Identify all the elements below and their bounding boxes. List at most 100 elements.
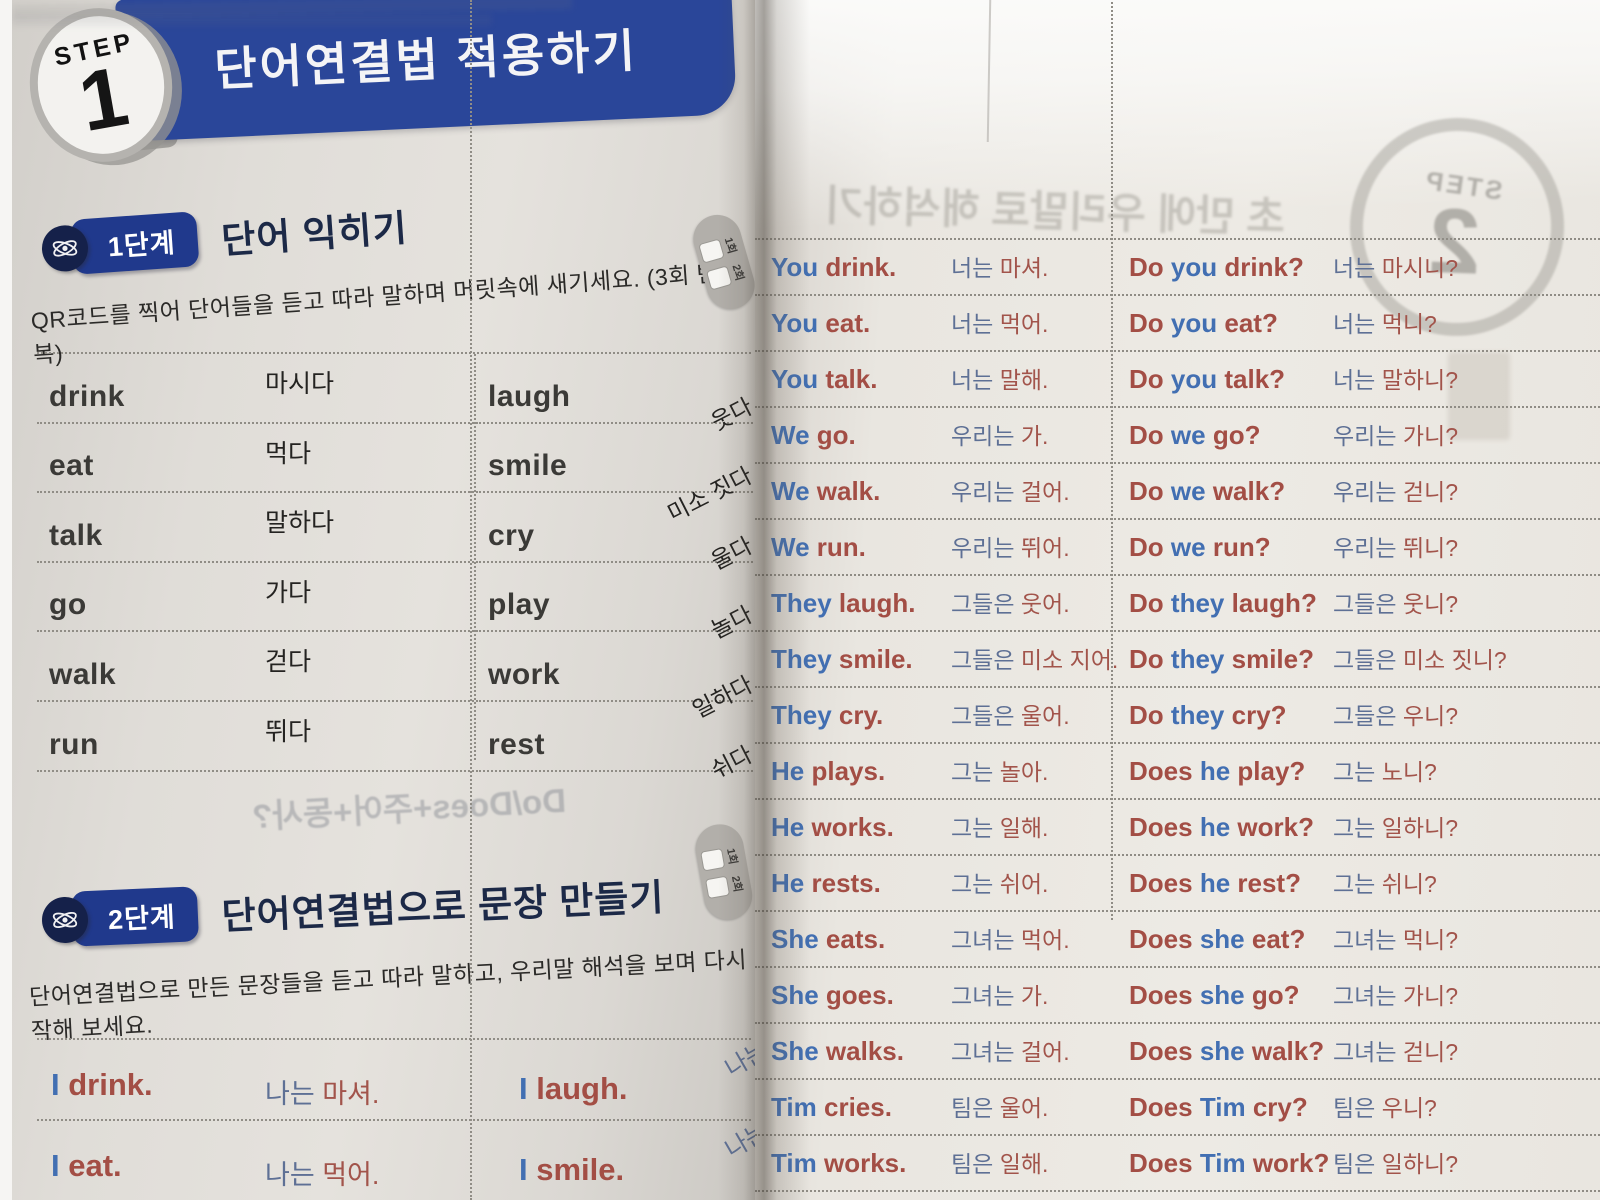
- english-statement: We walk.: [771, 476, 880, 507]
- english-question: Do you eat?: [1129, 308, 1278, 339]
- korean-predicate: 걸어.: [1020, 479, 1070, 505]
- english-sentence: I smile.: [519, 1152, 624, 1188]
- sentence-practice-grid: I drink. 나는 마셔. I laugh. 나는 I eat. 나는 먹어…: [37, 1037, 755, 1200]
- rep-group: 1회: [698, 234, 742, 264]
- question-aux: Does: [1129, 812, 1193, 842]
- statement-predicate: plays.: [811, 756, 886, 786]
- korean-predicate: 뛰니?: [1402, 535, 1458, 561]
- vocab-row: play 놀다: [476, 563, 755, 644]
- korean-subject: 그들은: [1333, 591, 1397, 617]
- question-aux: Does: [1129, 868, 1193, 898]
- question-aux: Do: [1129, 308, 1164, 338]
- sentence-row: We walk. 우리는 걸어. Do we walk? 우리는 걷니?: [755, 464, 1600, 520]
- question-aux: Do: [1129, 252, 1164, 282]
- english-question: Do we walk?: [1129, 476, 1285, 507]
- vocab-row: eat 먹다: [37, 424, 474, 494]
- question-aux: Do: [1129, 532, 1164, 562]
- question-predicate: rest?: [1237, 868, 1301, 898]
- repetition-tag-2: 1회 2회: [692, 820, 755, 924]
- english-question: Does he work?: [1129, 812, 1314, 843]
- question-predicate: smile?: [1231, 644, 1314, 674]
- korean-statement: 우리는 걸어.: [951, 473, 1070, 507]
- question-subject: she: [1199, 924, 1245, 954]
- question-subject: Tim: [1199, 1092, 1246, 1122]
- english-statement: We go.: [771, 420, 856, 451]
- vocab-row: go 가다: [37, 563, 474, 633]
- question-subject: we: [1170, 532, 1206, 562]
- vocab-row: drink 마시다: [37, 354, 474, 424]
- question-predicate: work?: [1237, 812, 1314, 842]
- vocab-row: cry 울다: [476, 493, 755, 574]
- statement-subject: You: [771, 308, 819, 338]
- question-predicate: go?: [1251, 980, 1300, 1010]
- vocab-english: drink: [49, 379, 125, 413]
- vocab-korean: 쉬다: [706, 740, 755, 783]
- vocabulary-table: drink 마시다 eat 먹다 talk 말하다 go 가다: [37, 352, 755, 783]
- rep-group: 2회: [706, 260, 749, 291]
- statement-predicate: talk.: [825, 364, 878, 394]
- english-question: Do we go?: [1129, 420, 1260, 451]
- statement-predicate: go.: [816, 420, 856, 450]
- vocab-english: rest: [488, 727, 546, 761]
- column-divider-line: [470, 0, 472, 1200]
- vocab-english: eat: [49, 449, 94, 483]
- question-aux: Do: [1129, 644, 1164, 674]
- korean-statement: 우리는 뛰어.: [951, 529, 1070, 563]
- korean-subject: 우리는: [1333, 535, 1397, 561]
- statement-predicate: goes.: [825, 980, 894, 1010]
- korean-question: 그는 쉬니?: [1333, 865, 1437, 899]
- sentence-row: We go. 우리는 가. Do we go? 우리는 가니?: [755, 408, 1600, 464]
- statement-subject: She: [771, 980, 819, 1010]
- question-predicate: cry?: [1231, 700, 1287, 730]
- korean-predicate: 뛰어.: [1020, 535, 1070, 561]
- statement-subject: You: [771, 252, 819, 282]
- sentence-row: I eat. 나는 먹어. I smile. 나는: [37, 1118, 755, 1200]
- vocab-english: play: [488, 588, 551, 622]
- korean-predicate: 울어.: [999, 1095, 1049, 1121]
- english-question: Does Tim cry?: [1129, 1092, 1308, 1123]
- question-aux: Does: [1129, 980, 1193, 1010]
- english-question: Do they laugh?: [1129, 588, 1317, 619]
- korean-subject: 그는: [951, 815, 994, 841]
- statement-predicate: walk.: [816, 476, 881, 506]
- sentence-row: We run. 우리는 뛰어. Do we run? 우리는 뛰니?: [755, 520, 1600, 576]
- korean-question: 그는 일하니?: [1333, 809, 1458, 843]
- vocab-row: run 뛰다: [37, 702, 474, 772]
- question-aux: Does: [1129, 924, 1193, 954]
- vocab-korean: 말하다: [265, 509, 335, 538]
- section2-header: 2단계 단어연결법으로 문장 만들기: [40, 866, 666, 948]
- korean-predicate: 일해.: [999, 1151, 1049, 1177]
- statement-predicate: cries.: [824, 1092, 892, 1122]
- question-predicate: eat?: [1251, 924, 1306, 954]
- vocab-english: talk: [49, 518, 103, 552]
- question-aux: Do: [1129, 700, 1164, 730]
- korean-subject: 팀은: [1333, 1095, 1376, 1121]
- statement-predicate: rests.: [811, 868, 881, 898]
- korean-predicate: 마셔.: [322, 1079, 380, 1109]
- korean-predicate: 먹니?: [1402, 927, 1458, 953]
- korean-subject: 그들은: [1333, 647, 1397, 673]
- question-predicate: go?: [1212, 420, 1261, 450]
- korean-predicate: 일하니?: [1381, 815, 1458, 841]
- korean-predicate: 먹니?: [1381, 311, 1437, 337]
- sentence-row: You talk. 너는 말해. Do you talk? 너는 말하니?: [755, 352, 1600, 408]
- sentence-predicate: laugh.: [536, 1071, 628, 1106]
- statement-predicate: drink.: [825, 252, 897, 282]
- korean-statement: 팀은 일해.: [951, 1145, 1048, 1179]
- korean-subject: 그녀는: [951, 983, 1015, 1009]
- korean-question: 너는 마시니?: [1333, 249, 1458, 283]
- korean-subject: 팀은: [951, 1151, 994, 1177]
- rep-label: 2회: [729, 874, 745, 894]
- korean-predicate: 쉬니?: [1381, 871, 1437, 897]
- korean-predicate: 가.: [1020, 983, 1049, 1009]
- korean-translation: 나는 마셔.: [265, 1072, 379, 1111]
- question-subject: he: [1199, 868, 1231, 898]
- question-subject: you: [1170, 252, 1218, 282]
- korean-subject: 너는: [951, 367, 994, 393]
- statement-predicate: eats.: [825, 924, 886, 954]
- question-subject: Tim: [1199, 1148, 1246, 1178]
- korean-predicate: 노니?: [1381, 759, 1437, 785]
- english-statement: She goes.: [771, 980, 894, 1011]
- sentence-row: She eats. 그녀는 먹어. Does she eat? 그녀는 먹니?: [755, 912, 1600, 968]
- page-top-highlight: [755, 0, 1600, 250]
